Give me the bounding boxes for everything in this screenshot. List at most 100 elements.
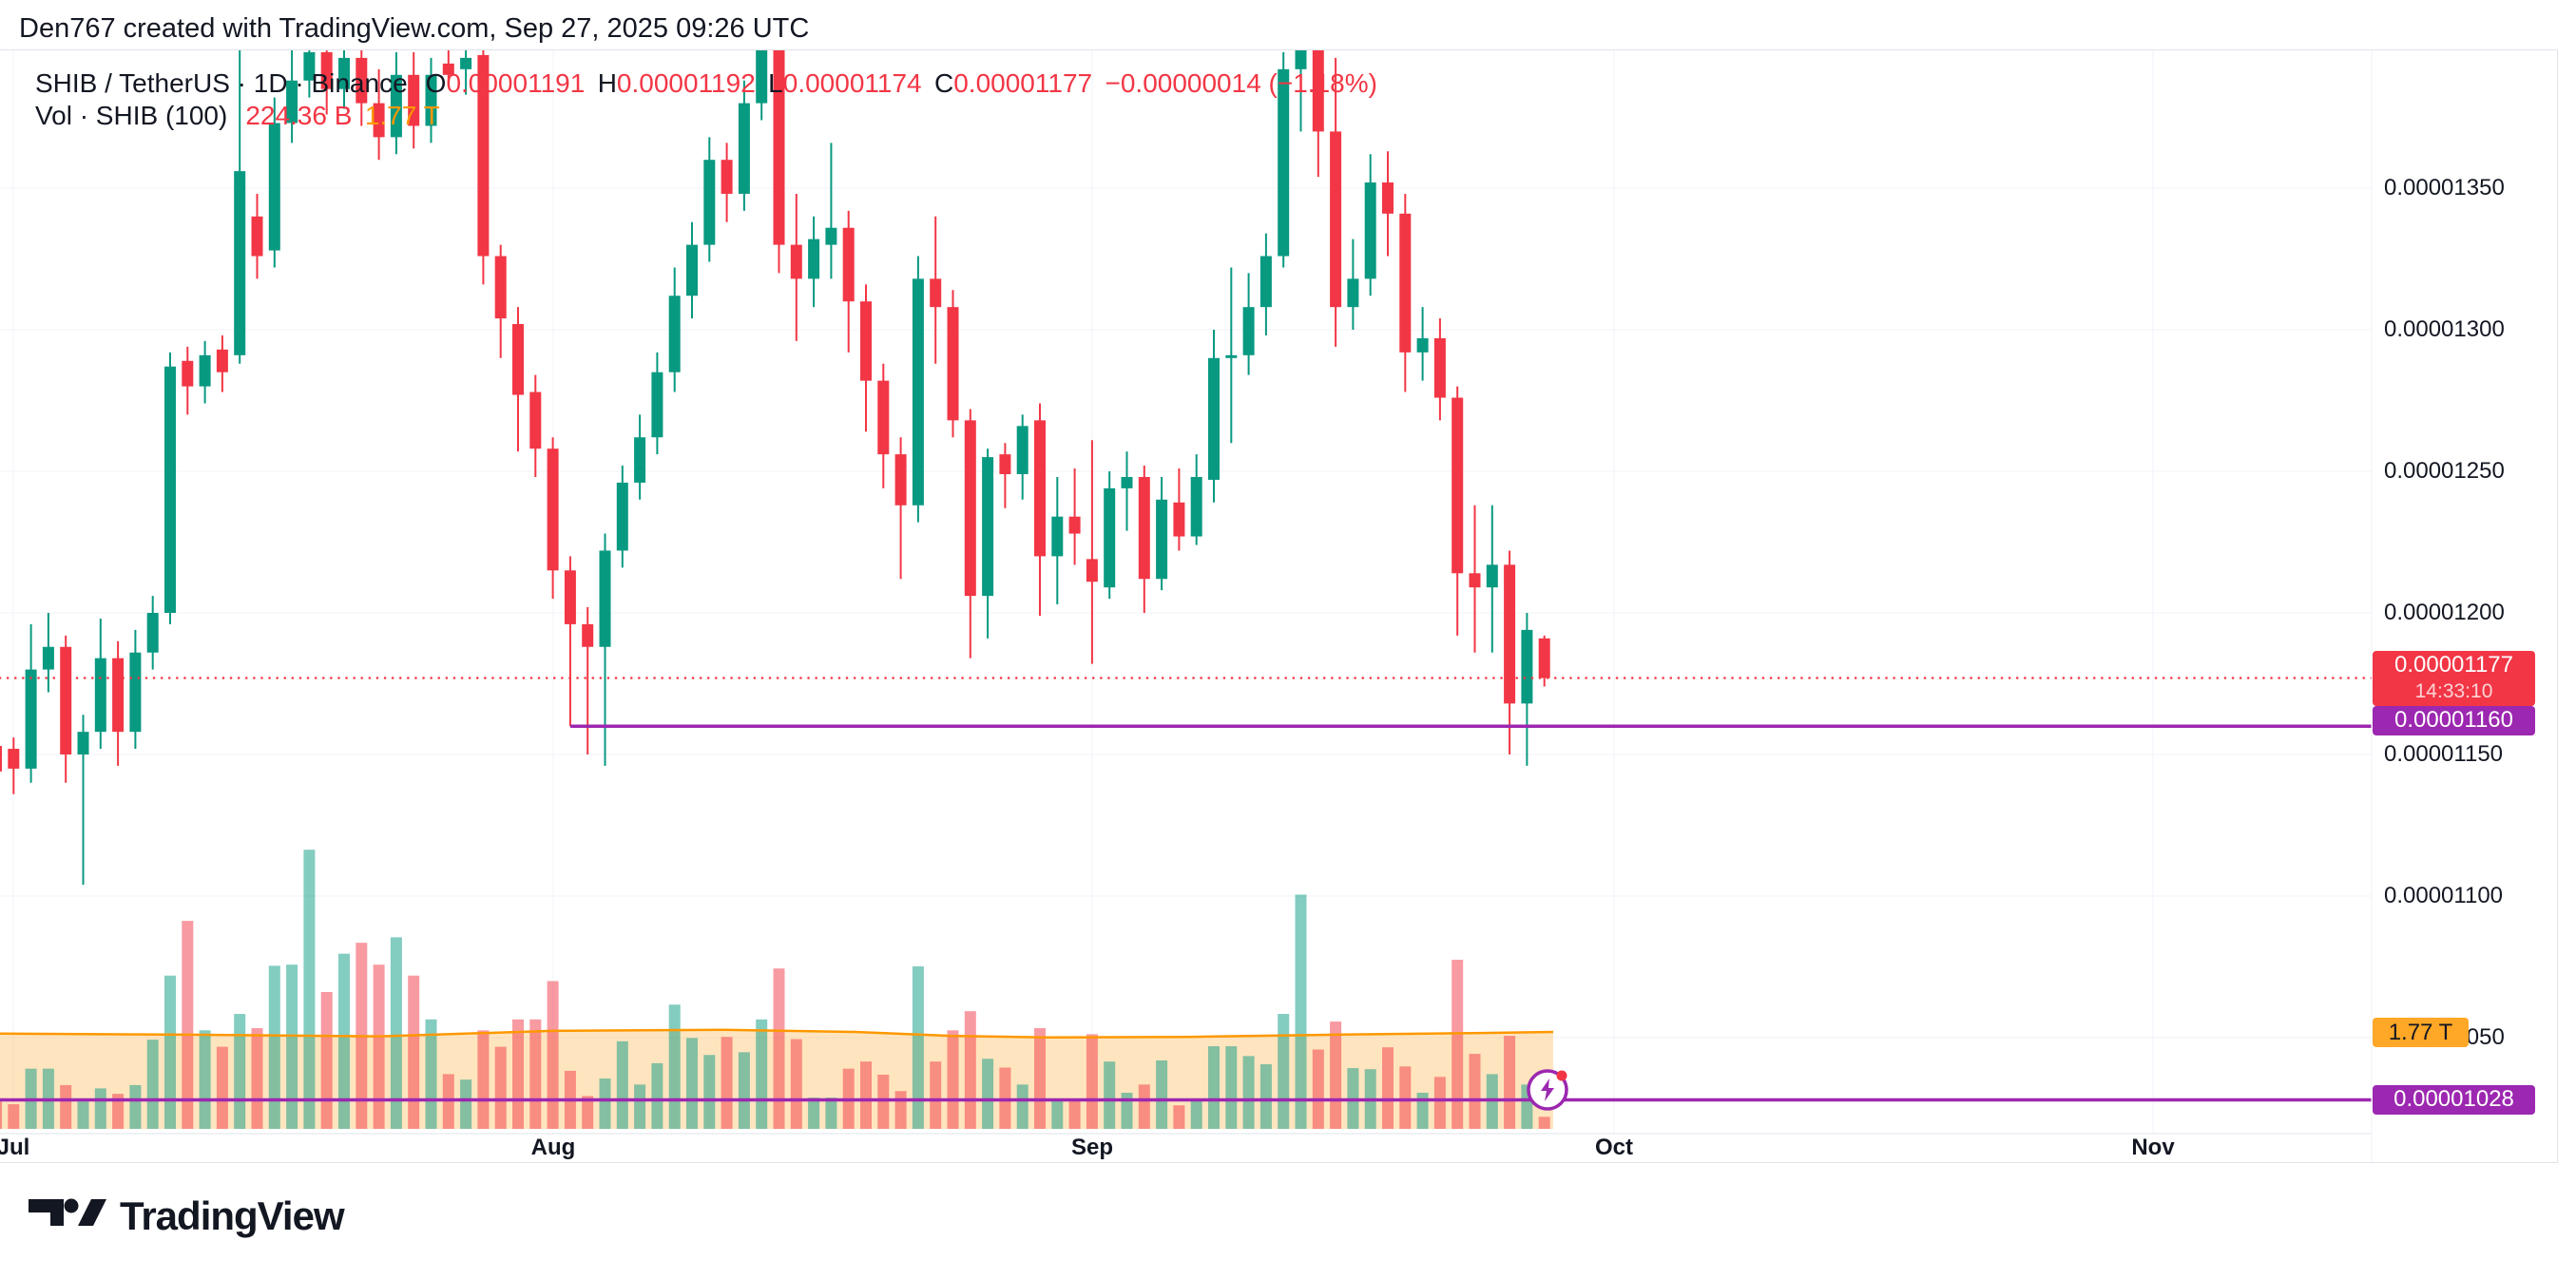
volume-bar [146,1040,159,1129]
volume-bar [60,1084,72,1129]
candle [494,244,507,358]
candle [60,635,72,783]
volume-bar [1208,1046,1220,1129]
volume-bar [320,992,333,1129]
volume-bar [651,1062,663,1129]
volume-bar [1156,1060,1168,1129]
candle [373,68,385,161]
volume-bar [1469,1054,1481,1129]
candle [390,51,402,155]
volume-bar [1068,1098,1081,1129]
candle [477,50,490,285]
chart-legend[interactable]: SHIB / TetherUS · 1D · Binance O0.000011… [35,67,1377,132]
volume-bar [216,1046,228,1129]
price-axis-label: 0.00001350 [2384,175,2505,200]
candle [1451,386,1464,636]
candle [1399,193,1412,392]
candle [460,50,472,95]
candle [1208,330,1220,503]
candle [634,414,646,500]
candle [1469,505,1481,653]
candle [512,307,524,452]
volume-bar [1451,960,1464,1129]
candle [773,50,785,274]
candle [1016,414,1028,500]
volume-bar [1051,1100,1064,1129]
volume-bar [825,1098,837,1129]
volume-ma-line [0,1028,1554,1040]
ohlc-open-label: O [425,68,447,98]
plot-area[interactable] [0,50,2372,1134]
volume-bar [182,921,194,1129]
candle [1416,307,1429,381]
volume-bar [234,1014,246,1129]
price-axis[interactable]: 0.000010500.000011000.000011500.00001200… [2372,50,2557,1134]
candle [1538,635,1550,687]
tradingview-logo[interactable]: TradingView [29,1193,345,1239]
candle [1225,267,1238,444]
candle [1138,466,1150,613]
volume-ma-badge: 1.77 T [2373,1018,2469,1048]
symbol-row[interactable]: SHIB / TetherUS · 1D · Binance O0.000011… [35,67,1377,100]
candle [129,629,142,750]
candle [529,374,542,477]
volume-bar [947,1030,959,1129]
level-1028-badge: 0.00001028 [2373,1084,2535,1115]
candle [1347,239,1359,330]
candle [94,618,106,750]
ohlc-open-value: 0.00001191 [446,68,586,98]
candle [1242,273,1255,375]
candle [0,746,2,772]
volume-bar [738,1052,750,1129]
ohlc-low-value: 0.00001174 [782,68,922,98]
candle [268,97,280,268]
volume-bar [582,1096,594,1129]
volume-bar [199,1030,211,1129]
candle [686,221,698,319]
candle [408,51,420,149]
candle [1504,550,1516,754]
volume-bar [1433,1077,1446,1129]
volume-bar [808,1098,820,1129]
candle [703,137,716,262]
volume-bar [494,1046,507,1129]
volume-row[interactable]: Vol · SHIB (100) 224.36 B 1.77 T [35,100,1377,132]
chart-widget: SHIB / TetherUS · 1D · Binance O0.000011… [0,49,2558,1163]
symbol-title[interactable]: SHIB / TetherUS · 1D · Binance [35,68,408,98]
volume-bar [477,1030,490,1129]
volume-bar [1330,1021,1342,1129]
ohlc-close-label: C [934,68,954,98]
volume-bar [1086,1034,1098,1129]
volume-bar [94,1088,106,1129]
candle [216,334,228,392]
volume-bar [77,1101,89,1129]
candle [947,290,959,438]
time-axis-label: Sep [1070,1135,1114,1160]
candle [616,466,628,568]
volume-bar [860,1061,872,1129]
candle [877,363,890,488]
candle [668,267,681,392]
volume-bar [251,1028,263,1129]
chart-canvas[interactable] [0,50,2557,1162]
volume-bar [529,1019,542,1129]
time-axis[interactable]: Jul Aug Sep Oct Nov [0,1134,2372,1162]
volume-bar [964,1011,976,1129]
ohlc-low-label: L [768,68,783,98]
flash-icon[interactable] [1527,1069,1568,1111]
candle [234,50,246,364]
volume-bar [8,1104,20,1129]
time-axis-label: Aug [530,1135,576,1160]
candle [1382,151,1394,257]
candle [1433,318,1446,421]
last-price-badge: 0.00001177 14:33:10 [2373,650,2535,706]
candle [1173,468,1185,551]
volume-bar [1504,1036,1516,1129]
volume-bar [1538,1117,1550,1129]
volume-indicator-label[interactable]: Vol · SHIB (100) [35,101,228,130]
candle [1312,50,1324,178]
candle [1521,613,1533,766]
time-axis-label: Jul [0,1135,30,1160]
candle [1486,505,1498,653]
time-axis-label: Oct [1594,1135,1634,1160]
